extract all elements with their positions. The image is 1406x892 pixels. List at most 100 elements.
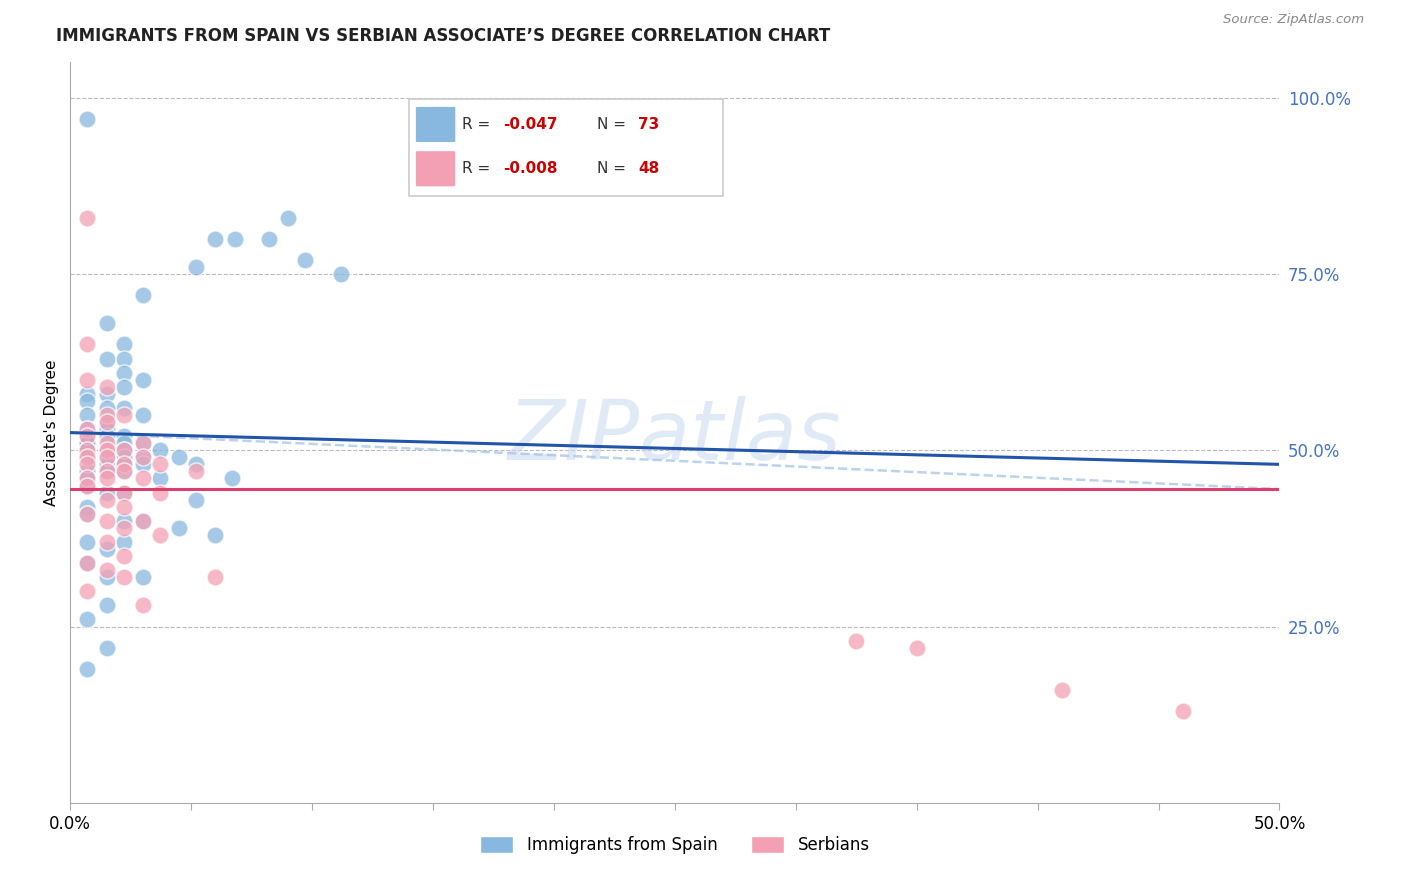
Point: [132, 514, 155, 528]
Point: [132, 458, 155, 472]
Point: [76, 471, 98, 485]
Point: [96, 436, 118, 450]
Point: [76, 429, 98, 443]
Text: IMMIGRANTS FROM SPAIN VS SERBIAN ASSOCIATE’S DEGREE CORRELATION CHART: IMMIGRANTS FROM SPAIN VS SERBIAN ASSOCIA…: [56, 27, 831, 45]
Point: [112, 366, 135, 380]
Point: [96, 471, 118, 485]
Point: [76, 112, 98, 126]
Point: [112, 570, 135, 584]
Point: [204, 232, 226, 246]
Point: [330, 267, 353, 281]
Point: [96, 640, 118, 655]
Point: [76, 337, 98, 351]
Point: [96, 563, 118, 577]
Point: [76, 211, 98, 225]
Point: [96, 492, 118, 507]
Point: [76, 471, 98, 485]
Point: [167, 521, 190, 535]
Point: [76, 373, 98, 387]
Point: [96, 415, 118, 429]
Point: [112, 464, 135, 478]
Point: [76, 662, 98, 676]
Point: [76, 450, 98, 465]
Point: [112, 436, 135, 450]
Point: [184, 464, 207, 478]
Point: [76, 584, 98, 599]
Point: [167, 450, 190, 465]
Text: Source: ZipAtlas.com: Source: ZipAtlas.com: [1223, 13, 1364, 27]
Point: [76, 556, 98, 570]
Point: [96, 443, 118, 458]
Point: [96, 464, 118, 478]
Point: [1050, 683, 1073, 698]
Legend: Immigrants from Spain, Serbians: Immigrants from Spain, Serbians: [474, 830, 876, 861]
Point: [96, 458, 118, 472]
Point: [96, 351, 118, 366]
Point: [132, 471, 155, 485]
Point: [132, 599, 155, 613]
Y-axis label: Associate's Degree: Associate's Degree: [44, 359, 59, 506]
Point: [112, 450, 135, 465]
Point: [149, 471, 172, 485]
Point: [112, 485, 135, 500]
Point: [96, 387, 118, 401]
Point: [96, 464, 118, 478]
Point: [132, 288, 155, 302]
Point: [76, 500, 98, 514]
Point: [112, 514, 135, 528]
Point: [221, 471, 243, 485]
Point: [149, 458, 172, 472]
Point: [112, 408, 135, 422]
Point: [112, 429, 135, 443]
Point: [845, 633, 868, 648]
Point: [132, 436, 155, 450]
Point: [184, 260, 207, 274]
Point: [76, 450, 98, 465]
Point: [112, 549, 135, 563]
Point: [96, 443, 118, 458]
Point: [76, 478, 98, 492]
Point: [96, 535, 118, 549]
Point: [76, 393, 98, 408]
Point: [76, 464, 98, 478]
Point: [76, 478, 98, 492]
Point: [132, 450, 155, 465]
Point: [96, 570, 118, 584]
Point: [76, 443, 98, 458]
Point: [112, 458, 135, 472]
Point: [96, 380, 118, 394]
Point: [149, 528, 172, 542]
Point: [224, 232, 246, 246]
Point: [112, 535, 135, 549]
Point: [76, 422, 98, 436]
Point: [76, 387, 98, 401]
Point: [76, 429, 98, 443]
Point: [905, 640, 928, 655]
Point: [112, 500, 135, 514]
Point: [132, 450, 155, 465]
Point: [76, 443, 98, 458]
Point: [294, 252, 316, 267]
Point: [96, 541, 118, 556]
Point: [149, 485, 172, 500]
Point: [132, 373, 155, 387]
Point: [132, 570, 155, 584]
Point: [76, 556, 98, 570]
Point: [96, 429, 118, 443]
Point: [1171, 704, 1194, 718]
Point: [112, 380, 135, 394]
Point: [132, 408, 155, 422]
Point: [257, 232, 280, 246]
Point: [96, 401, 118, 415]
Point: [96, 316, 118, 330]
Point: [204, 570, 226, 584]
Point: [76, 507, 98, 521]
Point: [96, 514, 118, 528]
Point: [76, 436, 98, 450]
Point: [112, 337, 135, 351]
Point: [112, 521, 135, 535]
Point: [96, 485, 118, 500]
Point: [96, 422, 118, 436]
Point: [76, 429, 98, 443]
Point: [96, 415, 118, 429]
